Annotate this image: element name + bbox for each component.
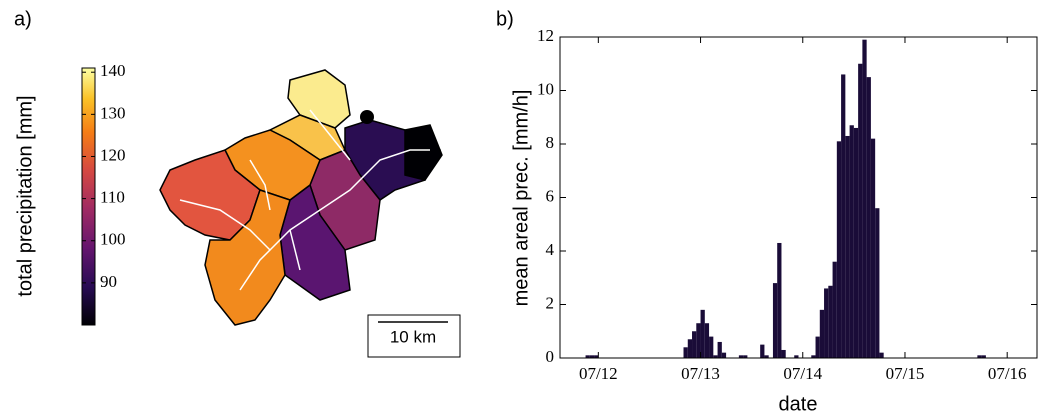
bar — [819, 309, 825, 358]
bar — [981, 355, 986, 358]
plot-frame — [559, 36, 1038, 359]
bar — [696, 323, 701, 358]
river-network — [179, 109, 430, 291]
colorbar — [81, 67, 96, 326]
bar — [794, 355, 799, 358]
bar — [709, 336, 714, 358]
x-tick-label: 07/12 — [579, 364, 618, 383]
catchment-map — [159, 69, 443, 326]
bar — [879, 352, 884, 358]
bar — [738, 355, 744, 358]
bar — [858, 63, 863, 358]
outlet — [360, 110, 374, 124]
bar — [700, 309, 705, 358]
bar — [764, 355, 769, 358]
bar — [760, 344, 765, 358]
bar — [721, 352, 727, 358]
x-tick-label: 07/14 — [783, 364, 822, 383]
scale-bar-label: 10 km — [390, 327, 436, 346]
bar — [977, 355, 982, 358]
y-tick-label: 12 — [537, 26, 554, 45]
y-tick-label: 2 — [546, 293, 555, 312]
bar — [853, 127, 859, 358]
y-tick-label: 6 — [546, 186, 555, 205]
colorbar-tick-label: 140 — [100, 61, 126, 80]
y-tick-label: 10 — [537, 79, 554, 98]
bar — [866, 77, 871, 358]
colorbar-tick-label: 130 — [100, 103, 126, 122]
panel-label: a) — [14, 8, 32, 30]
colorbar-tick-label: 110 — [100, 188, 125, 207]
bar — [815, 336, 820, 358]
bar — [704, 323, 710, 358]
bar — [713, 355, 718, 358]
bar — [594, 355, 599, 358]
y-tick-label: 8 — [546, 133, 555, 152]
x-axis-label: date — [779, 393, 818, 415]
bar — [717, 341, 722, 358]
y-tick-label: 4 — [546, 240, 555, 259]
x-tick-label: 07/15 — [886, 364, 925, 383]
x-tick-label: 07/13 — [681, 364, 720, 383]
colorbar-tick-label: 120 — [100, 145, 126, 164]
panel-label: b) — [496, 8, 514, 30]
bar — [824, 288, 829, 358]
y-tick-label: 0 — [546, 347, 555, 366]
x-tick-label: 07/16 — [988, 364, 1027, 383]
bar — [811, 355, 816, 358]
bar — [589, 355, 595, 358]
bar — [687, 339, 693, 358]
bar — [692, 331, 697, 358]
bar — [743, 355, 748, 358]
bar — [862, 39, 867, 359]
bar — [875, 208, 880, 358]
bar — [845, 135, 850, 358]
bar — [828, 285, 833, 358]
bar — [781, 349, 786, 358]
bar — [836, 141, 842, 358]
bar — [832, 261, 837, 358]
bar — [772, 283, 778, 358]
y-axis-label: mean areal prec. [mm/h] — [510, 90, 532, 307]
bar — [841, 74, 846, 358]
bar — [683, 347, 688, 358]
bar — [585, 355, 590, 358]
colorbar-tick-label: 90 — [100, 272, 117, 291]
colorbar-tick-label: 100 — [100, 230, 126, 249]
colorbar-label: total precipitation [mm] — [14, 95, 36, 296]
bar — [777, 242, 782, 358]
bar — [849, 125, 854, 359]
bar — [870, 138, 876, 358]
